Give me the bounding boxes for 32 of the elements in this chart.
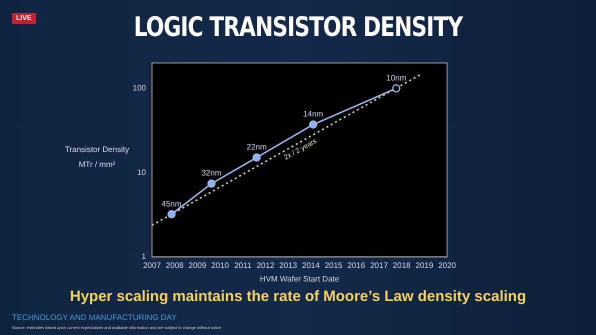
x-tick-label: 2008 [166, 260, 184, 270]
x-tick-label: 2019 [416, 260, 434, 270]
x-tick-label: 2014 [302, 260, 320, 270]
point [207, 179, 216, 188]
x-tick-label: 2010 [211, 260, 230, 270]
chart-title: LOGIC TRANSISTOR DENSITY [132, 12, 464, 43]
x-tick-label: 2015 [324, 260, 344, 270]
point [392, 84, 400, 92]
x-tick-label: 2012 [256, 260, 275, 270]
point [167, 210, 176, 218]
annotation: 14nm [303, 110, 324, 119]
x-tick-label: 2007 [143, 260, 162, 270]
x-tick-label: 2011 [234, 260, 252, 270]
y-axis-title: Transistor Density MTr / mm² [64, 144, 130, 171]
x-tick-label: 2018 [392, 260, 412, 270]
y-tick-label: 100 [132, 84, 147, 93]
x-tick-label: 2013 [279, 260, 298, 270]
point [252, 153, 261, 162]
x-tick-label: 2020 [438, 260, 457, 270]
x-tick-label: 2017 [370, 260, 388, 270]
y-tick-label: 1 [142, 252, 147, 262]
x-tick-label: 2009 [188, 260, 207, 270]
y-tick-label: 10 [137, 168, 147, 177]
text: TECHNOLOGY AND MANUFACTURING DAY [12, 313, 177, 322]
annotation: 45nm [162, 199, 182, 208]
x-axis-title: HVM Wafer Start Date [260, 274, 340, 284]
annotation: 10nm [386, 73, 407, 82]
annotation: 22nm [246, 142, 267, 152]
x-tick-label: 2016 [347, 260, 366, 270]
point [309, 120, 318, 129]
annotation: 32nm [201, 168, 222, 178]
text: Hyper scaling maintains the rate of Moore’s Law density scaling [68, 288, 528, 305]
